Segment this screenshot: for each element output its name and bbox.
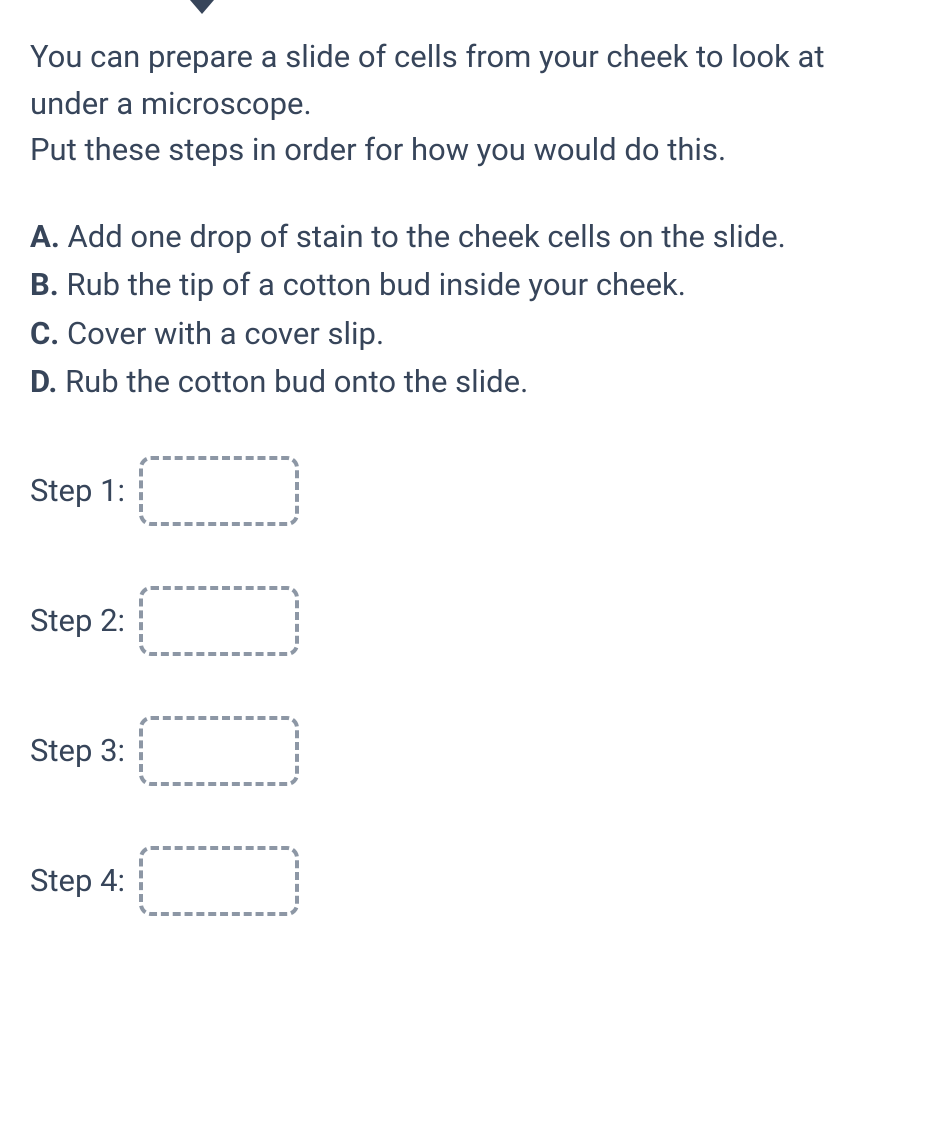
step-label: Step 4: [30, 862, 125, 899]
option-letter: A. [30, 218, 60, 255]
option-text: Add one drop of stain to the cheek cells… [60, 218, 786, 255]
step-row-4: Step 4: [30, 846, 896, 916]
intro-line-1: You can prepare a slide of cells from yo… [30, 38, 825, 122]
option-d: D. Rub the cotton bud onto the slide. [30, 359, 896, 406]
step-1-drop-target[interactable] [139, 456, 299, 526]
option-text: Cover with a cover slip. [59, 315, 384, 352]
options-list: A. Add one drop of stain to the cheek ce… [30, 214, 896, 406]
step-row-1: Step 1: [30, 456, 896, 526]
option-letter: D. [30, 363, 57, 400]
option-text: Rub the tip of a cotton bud inside your … [59, 266, 686, 303]
step-row-2: Step 2: [30, 586, 896, 656]
step-2-drop-target[interactable] [139, 586, 299, 656]
step-label: Step 2: [30, 602, 125, 639]
steps-list: Step 1: Step 2: Step 3: Step 4: [30, 456, 896, 916]
option-text: Rub the cotton bud onto the slide. [57, 363, 528, 400]
step-label: Step 3: [30, 732, 125, 769]
down-arrow-icon [190, 0, 214, 14]
option-c: C. Cover with a cover slip. [30, 311, 896, 358]
option-letter: B. [30, 266, 59, 303]
intro-line-2: Put these steps in order for how you wou… [30, 131, 726, 168]
step-3-drop-target[interactable] [139, 716, 299, 786]
option-a: A. Add one drop of stain to the cheek ce… [30, 214, 896, 261]
question-intro: You can prepare a slide of cells from yo… [30, 34, 896, 174]
option-letter: C. [30, 315, 59, 352]
step-row-3: Step 3: [30, 716, 896, 786]
option-b: B. Rub the tip of a cotton bud inside yo… [30, 262, 896, 309]
step-4-drop-target[interactable] [139, 846, 299, 916]
step-label: Step 1: [30, 472, 125, 509]
